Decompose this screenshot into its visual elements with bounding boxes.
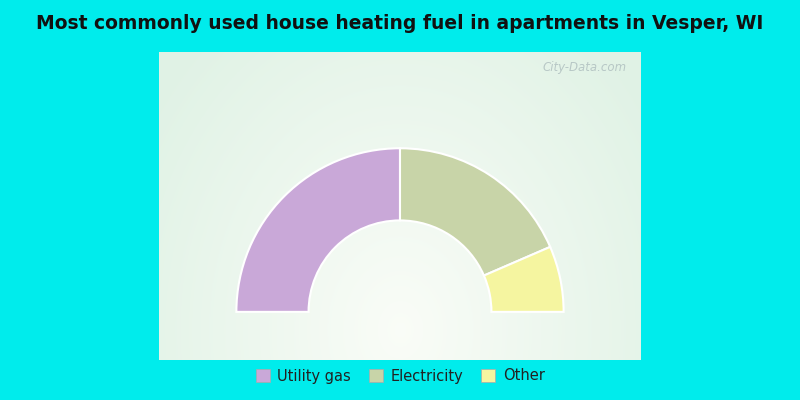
Wedge shape — [400, 148, 550, 276]
Text: City-Data.com: City-Data.com — [542, 61, 626, 74]
Wedge shape — [236, 148, 400, 312]
Text: Most commonly used house heating fuel in apartments in Vesper, WI: Most commonly used house heating fuel in… — [36, 14, 764, 33]
Legend: Utility gas, Electricity, Other: Utility gas, Electricity, Other — [255, 368, 545, 384]
Wedge shape — [484, 247, 564, 312]
